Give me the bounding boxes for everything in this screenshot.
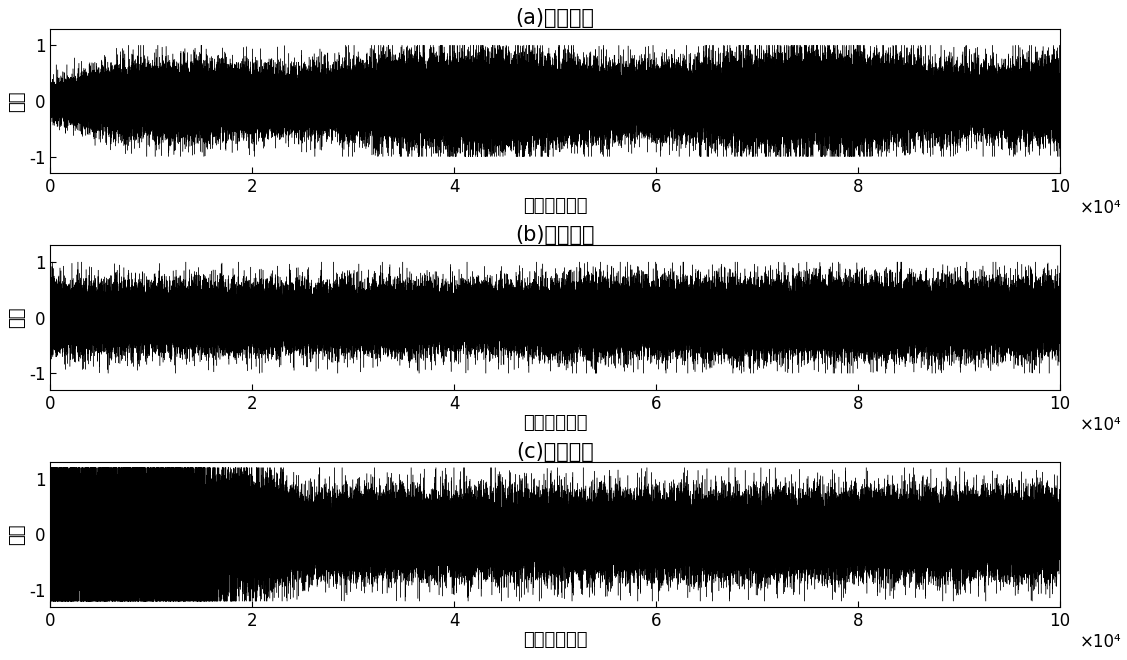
X-axis label: 采样点（个）: 采样点（个） — [523, 414, 587, 432]
X-axis label: 采样点（个）: 采样点（个） — [523, 197, 587, 216]
Title: (c)内圈故障: (c)内圈故障 — [516, 442, 594, 462]
Title: (a)滚珠故障: (a)滚珠故障 — [515, 9, 595, 28]
Y-axis label: 幅值: 幅值 — [8, 307, 26, 329]
X-axis label: 采样点（个）: 采样点（个） — [523, 631, 587, 649]
Text: ×10⁴: ×10⁴ — [1080, 199, 1121, 217]
Title: (b)外圈故障: (b)外圈故障 — [515, 225, 595, 245]
Text: ×10⁴: ×10⁴ — [1080, 416, 1121, 434]
Text: ×10⁴: ×10⁴ — [1080, 633, 1121, 651]
Y-axis label: 幅值: 幅值 — [8, 523, 26, 545]
Y-axis label: 幅值: 幅值 — [8, 90, 26, 112]
